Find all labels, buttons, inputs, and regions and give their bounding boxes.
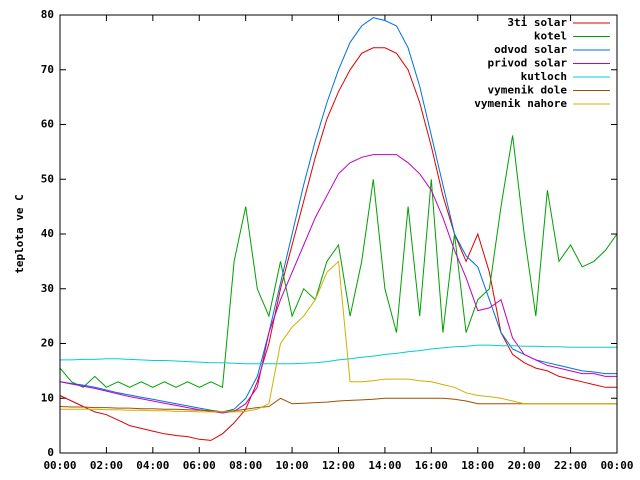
x-tick-label: 02:00 bbox=[90, 459, 123, 472]
x-tick-label: 14:00 bbox=[368, 459, 401, 472]
series-line bbox=[60, 260, 617, 413]
x-tick-label: 16:00 bbox=[415, 459, 448, 472]
y-tick-label: 30 bbox=[41, 282, 54, 295]
series-line bbox=[59, 47, 617, 441]
y-tick-label: 40 bbox=[41, 227, 54, 240]
x-tick-label: 04:00 bbox=[136, 459, 169, 472]
legend-label: vymenik nahore bbox=[474, 97, 567, 110]
plot-frame bbox=[59, 14, 618, 454]
legend-label: vymenik dole bbox=[488, 84, 568, 97]
y-tick-label: 80 bbox=[41, 8, 54, 21]
x-tick-label: 08:00 bbox=[229, 459, 262, 472]
legend-label: kotel bbox=[534, 30, 567, 43]
series-line bbox=[60, 344, 617, 365]
series-line bbox=[59, 154, 617, 414]
y-tick-label: 20 bbox=[41, 337, 54, 350]
x-tick-label: 18:00 bbox=[461, 459, 494, 472]
y-tick-label: 50 bbox=[41, 172, 54, 185]
x-tick-label: 06:00 bbox=[183, 459, 216, 472]
y-tick-label: 60 bbox=[41, 118, 54, 131]
y-tick-label: 70 bbox=[41, 63, 54, 76]
series-line bbox=[59, 135, 618, 389]
x-tick-label: 12:00 bbox=[322, 459, 355, 472]
y-tick-label: 10 bbox=[41, 391, 54, 404]
x-tick-label: 00:00 bbox=[43, 459, 76, 472]
legend-label: odvod solar bbox=[494, 43, 567, 56]
y-axis-label: teplota ve C bbox=[13, 194, 26, 273]
legend-label: privod solar bbox=[488, 57, 568, 70]
x-tick-label: 20:00 bbox=[508, 459, 541, 472]
x-tick-label: 00:00 bbox=[600, 459, 633, 472]
x-tick-label: 22:00 bbox=[554, 459, 587, 472]
legend-label: 3ti solar bbox=[507, 16, 567, 29]
y-tick-label: 0 bbox=[47, 446, 54, 459]
legend-label: kutloch bbox=[521, 70, 567, 83]
x-tick-label: 10:00 bbox=[276, 459, 309, 472]
